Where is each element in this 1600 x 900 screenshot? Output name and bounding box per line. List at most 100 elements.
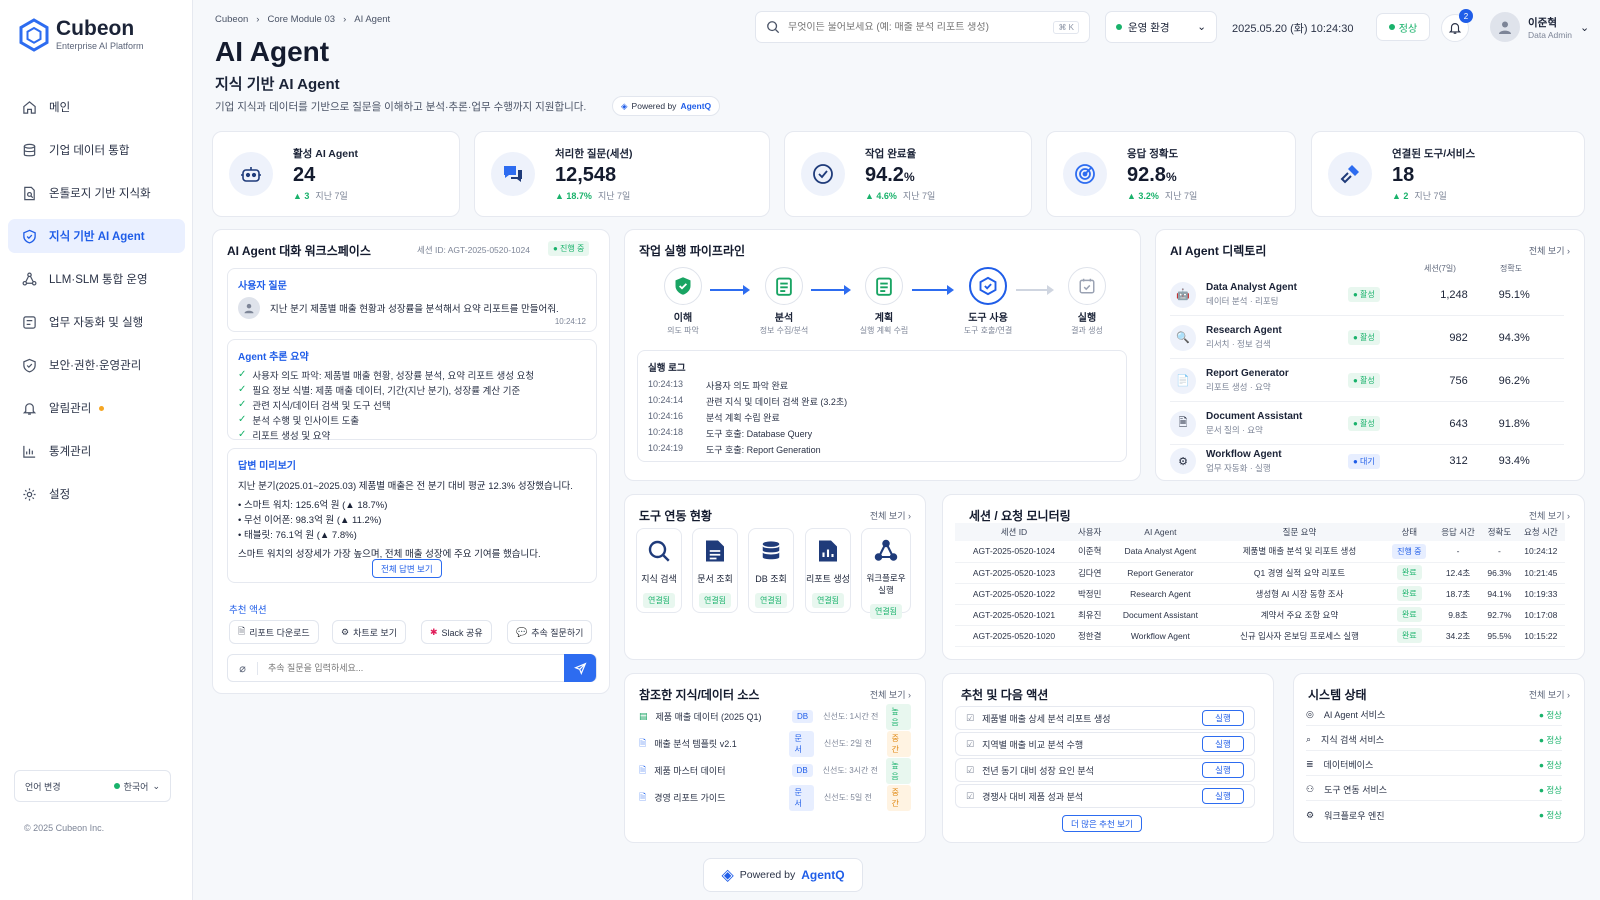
agent-row[interactable]: 🗎 Document Assistant 문서 질의 · 요약 ● 활성 643 91.8… xyxy=(1170,403,1564,445)
environment-select[interactable]: 운영 환경 ⌄ xyxy=(1105,11,1217,43)
stage-icon-wrap xyxy=(969,267,1007,305)
kpi-period: 지난 7일 xyxy=(315,191,348,201)
research-icon: 🔍 xyxy=(1170,324,1196,351)
slack-share-button[interactable]: ✱ Slack 공유 xyxy=(421,620,492,644)
send-button[interactable] xyxy=(564,654,596,682)
home-icon xyxy=(23,100,36,114)
stage-sub: 도구 호출/연결 xyxy=(963,326,1013,335)
source-row[interactable]: 🗎 매출 분석 템플릿 v2.1 문서 신선도: 2일 전 중간 xyxy=(639,730,911,757)
see-all-link[interactable]: 전체 보기 › xyxy=(1528,246,1570,256)
follow-up-button[interactable]: 💬 추속 질문하기 xyxy=(507,620,593,644)
source-row[interactable]: 🗎 경영 리포트 가이드 문서 신선도: 5일 전 중간 xyxy=(639,784,911,811)
stage-name: 분석 xyxy=(774,313,794,324)
kpi-label: 작업 완료율 xyxy=(865,148,917,160)
tool-card-document-lookup[interactable]: 문서 조회 연결됨 xyxy=(692,528,738,613)
search-input[interactable] xyxy=(788,21,1046,33)
stage-icon-wrap xyxy=(1068,267,1106,305)
powered-prefix: Powered by xyxy=(631,101,677,111)
agent-sessions: 982 xyxy=(1449,331,1468,344)
tool-card-workflow-run[interactable]: 워크플로우 실행 연결됨 xyxy=(861,528,911,619)
more-recommendations-button[interactable]: 더 많은 추천 보기 xyxy=(1062,815,1142,832)
database-icon xyxy=(23,143,36,156)
chat-icon xyxy=(491,152,535,196)
search-bar[interactable]: ⌘ K xyxy=(755,11,1090,43)
stage-analyze: 분석 정보 수집/분석 xyxy=(749,267,819,336)
logo[interactable]: Cubeon Enterprise AI Platform xyxy=(18,18,144,52)
next-action-text: 전년 동기 대비 성장 요인 분석 xyxy=(982,765,1094,776)
agent-row[interactable]: 🔍 Research Agent 리서치 · 정보 검색 ● 활성 982 94.3% xyxy=(1170,317,1564,359)
source-freshness: 신선도: 2일 전 xyxy=(823,739,872,748)
table-row[interactable]: AGT-2025-0520-1024 이준혁 Data Analyst Agent 제… xyxy=(955,541,1565,563)
system-status-chip[interactable]: 정상 xyxy=(1376,13,1430,41)
stage-understand: 이해 의도 파악 xyxy=(648,267,718,336)
document-icon: 🗎 xyxy=(639,737,647,748)
action-label: 차트로 보기 xyxy=(353,627,397,638)
table-row[interactable]: AGT-2025-0520-1021 최유진 Document Assistant 계… xyxy=(955,604,1565,626)
see-all-link[interactable]: 전체 보기 › xyxy=(1528,511,1570,521)
language-select[interactable]: 언어 변경 한국어 ⌄ xyxy=(14,770,171,802)
status-dot xyxy=(1388,24,1395,30)
source-row[interactable]: ▤ 제품 매출 데이터 (2025 Q1) DB 신선도: 1시간 전 높음 xyxy=(639,703,911,730)
kpi-label: 연결된 도구/서비스 xyxy=(1392,148,1476,160)
status-badge: 연결됨 xyxy=(642,593,676,608)
sidebar-item-data-integration[interactable]: 기업 데이터 통합 xyxy=(8,133,185,167)
cell-request-time: 10:17:08 xyxy=(1516,604,1565,626)
breadcrumb-separator: › xyxy=(256,14,260,25)
tool-card-report-generation[interactable]: 리포트 생성 연결됨 xyxy=(805,528,851,613)
see-all-link[interactable]: 전체 보기 › xyxy=(1528,690,1570,700)
agent-directory-panel: AI Agent 디렉토리 전체 보기 › 세션(7일) 정확도 🤖 Data A… xyxy=(1155,229,1585,481)
stage-name: 도구 사용 xyxy=(968,313,1008,324)
status-badge: ● 진행 중 xyxy=(548,241,590,256)
run-button[interactable]: 실행 xyxy=(1202,710,1244,726)
sidebar-item-security[interactable]: 보안·권한·운영관리 xyxy=(8,348,185,382)
paperclip-icon[interactable]: ⌀ xyxy=(228,661,258,675)
table-row[interactable]: AGT-2025-0520-1020 정한결 Workflow Agent 신규 입사… xyxy=(955,625,1565,647)
sidebar-item-stats[interactable]: 통계관리 xyxy=(8,434,185,468)
sidebar-item-automation[interactable]: 업무 자동화 및 실행 xyxy=(8,305,185,339)
download-report-button[interactable]: 🗎 리포트 다운로드 xyxy=(229,620,319,644)
breadcrumb: Cubeon › Core Module 03 › AI Agent xyxy=(215,14,1600,25)
sidebar-item-main[interactable]: 메인 xyxy=(8,90,185,124)
cell-summary: 신규 입사자 온보딩 프로세스 실행 xyxy=(1214,625,1385,647)
env-status-dot xyxy=(1116,24,1122,30)
breadcrumb-item[interactable]: Core Module 03 xyxy=(267,14,336,25)
status-badge: 연결됨 xyxy=(811,593,845,608)
tool-card-db-query[interactable]: DB 조회 연결됨 xyxy=(748,528,794,613)
sidebar-item-settings[interactable]: 설정 xyxy=(8,477,185,511)
run-button[interactable]: 실행 xyxy=(1202,736,1244,752)
check-icon: ✓ xyxy=(238,399,247,410)
cube-logo-icon xyxy=(19,18,49,52)
run-button[interactable]: 실행 xyxy=(1202,788,1244,804)
source-row[interactable]: 🗎 제품 마스터 데이터 DB 신선도: 3시간 전 높음 xyxy=(639,757,911,784)
kpi-delta-value: ▲ 4.6% xyxy=(865,191,897,201)
see-all-link[interactable]: 전체 보기 › xyxy=(869,690,911,700)
chart-view-button[interactable]: ⚙ 차트로 보기 xyxy=(332,620,406,644)
user-menu[interactable]: 이준혁 Data Admin ⌄ xyxy=(1490,12,1589,42)
agent-row[interactable]: 🤖 Data Analyst Agent 데이터 분석 · 리포팅 ● 활성 1,248… xyxy=(1170,274,1564,316)
report-icon xyxy=(819,540,837,562)
sidebar-item-ontology[interactable]: 온톨로지 기반 지식화 xyxy=(8,176,185,210)
breadcrumb-item[interactable]: Cubeon xyxy=(215,14,249,25)
agent-row[interactable]: 📄 Report Generator 리포트 생성 · 요약 ● 활성 756 96.2% xyxy=(1170,360,1564,402)
log-row: 10:24:14 관련 지식 및 데이터 검색 완료 (3.2초) xyxy=(648,395,847,408)
cell-accuracy: - xyxy=(1482,541,1517,563)
checkbox-icon: ☑ xyxy=(966,712,975,723)
follow-up-input[interactable] xyxy=(258,663,564,673)
sidebar-item-llm[interactable]: LLM·SLM 통합 운영 xyxy=(8,262,185,296)
sidebar-item-alerts[interactable]: 알림관리 xyxy=(8,391,185,425)
source-type: DB xyxy=(792,710,814,723)
full-answer-button[interactable]: 전체 답변 보기 xyxy=(372,559,442,578)
sidebar-item-ai-agent[interactable]: 지식 기반 AI Agent xyxy=(8,219,185,253)
see-all-link[interactable]: 전체 보기 › xyxy=(869,511,911,521)
agent-accuracy: 94.3% xyxy=(1498,331,1530,344)
table-row[interactable]: AGT-2025-0520-1023 김다연 Report Generator Q1 … xyxy=(955,562,1565,584)
run-button[interactable]: 실행 xyxy=(1202,762,1244,778)
execution-log-box: 실행 로그 10:24:13 사용자 의도 파악 완료 10:24:14 관련 지식… xyxy=(637,350,1127,462)
user-icon xyxy=(1499,21,1511,34)
table-row[interactable]: AGT-2025-0520-1022 박정민 Research Agent 생성형 A… xyxy=(955,583,1565,605)
agent-row[interactable]: ⚙ Workflow Agent 업무 자동화 · 실행 ● 대기 312 93.4% xyxy=(1170,446,1564,476)
checkbox-icon: ☑ xyxy=(966,790,975,801)
answer-item: • 무선 이어폰: 98.3억 원 (▲ 11.2%) xyxy=(238,515,382,526)
kpi-period: 지난 7일 xyxy=(597,191,631,201)
tool-card-knowledge-search[interactable]: 지식 검색 연결됨 xyxy=(636,528,682,613)
